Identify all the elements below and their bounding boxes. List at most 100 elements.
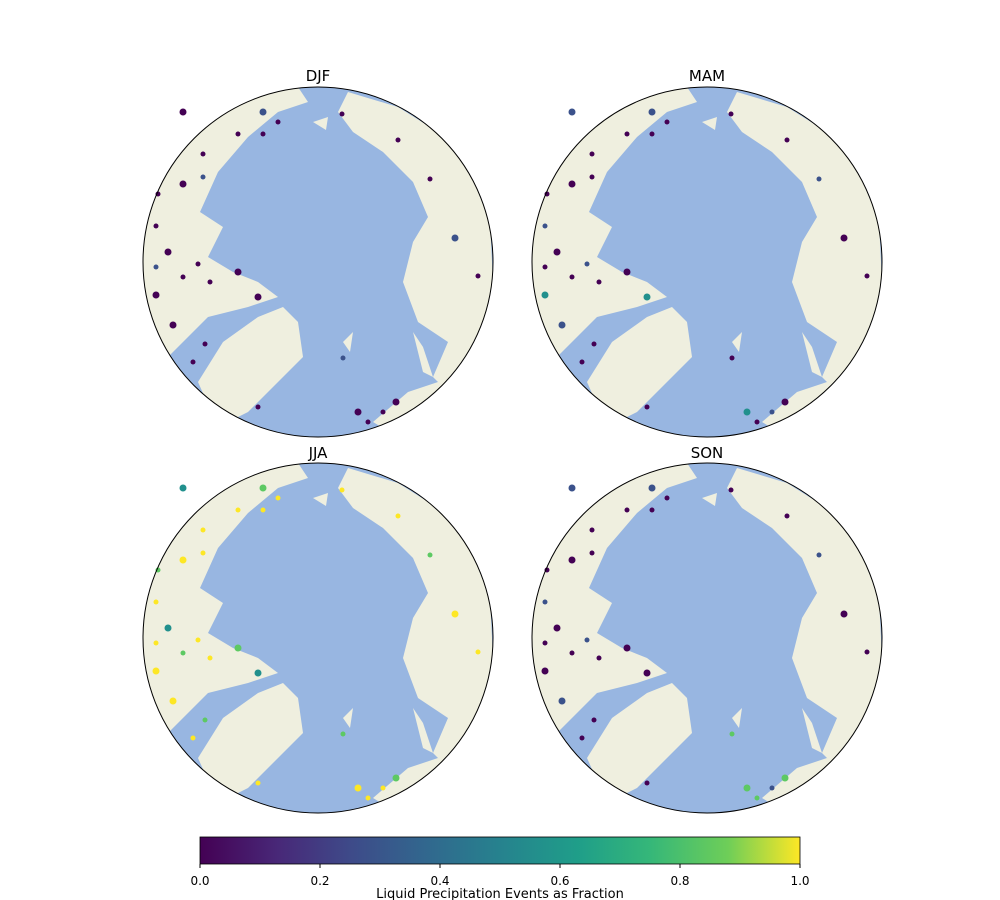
station-marker <box>354 784 362 792</box>
station-marker <box>153 223 159 229</box>
station-marker <box>164 248 172 256</box>
station-marker <box>589 550 595 556</box>
station-marker <box>568 108 576 116</box>
station-marker <box>568 180 576 188</box>
colorbar-label: Liquid Precipitation Events as Fraction <box>376 887 624 900</box>
station-marker <box>569 650 575 656</box>
station-marker <box>202 341 208 347</box>
station-marker <box>584 261 590 267</box>
station-marker <box>542 599 548 605</box>
station-marker <box>649 507 655 513</box>
map-boundary <box>142 462 494 814</box>
station-marker <box>179 180 187 188</box>
colorbar-tick-label: 0.2 <box>310 874 329 888</box>
colorbar: 0.0 0.2 0.4 0.6 0.8 1.0 Liquid Precipitation … <box>190 836 810 900</box>
station-marker <box>195 261 201 267</box>
station-marker <box>729 731 735 737</box>
station-marker <box>743 408 751 416</box>
colorbar-tick-label: 0.0 <box>190 874 209 888</box>
station-marker <box>644 780 650 786</box>
station-marker <box>781 398 789 406</box>
station-marker <box>816 552 822 558</box>
station-marker <box>200 174 206 180</box>
station-marker <box>591 341 597 347</box>
station-marker <box>195 637 201 643</box>
station-marker <box>190 359 196 365</box>
station-marker <box>569 274 575 280</box>
station-marker <box>255 404 261 410</box>
station-marker <box>728 111 734 117</box>
station-marker <box>568 556 576 564</box>
station-marker <box>207 655 213 661</box>
station-marker <box>864 273 870 279</box>
station-marker <box>365 419 371 425</box>
stations <box>152 484 481 801</box>
map-panel-son <box>531 462 883 814</box>
station-marker <box>754 419 760 425</box>
colorbar-tick-label: 0.4 <box>430 874 449 888</box>
station-marker <box>200 527 206 533</box>
station-marker <box>207 279 213 285</box>
station-marker <box>784 137 790 143</box>
station-marker <box>475 273 481 279</box>
station-marker <box>451 610 459 618</box>
station-marker <box>427 176 433 182</box>
station-marker <box>179 484 187 492</box>
station-marker <box>769 409 775 415</box>
panel-title: MAM <box>689 67 725 85</box>
station-marker <box>339 487 345 493</box>
station-marker <box>743 784 751 792</box>
station-marker <box>254 669 262 677</box>
station-marker <box>255 780 261 786</box>
station-marker <box>584 637 590 643</box>
station-marker <box>643 669 651 677</box>
colorbar-tick-label: 0.8 <box>670 874 689 888</box>
station-marker <box>180 274 186 280</box>
station-marker <box>542 264 548 270</box>
station-marker <box>153 599 159 605</box>
map-panel-jja <box>142 462 494 814</box>
station-marker <box>589 174 595 180</box>
station-marker <box>339 111 345 117</box>
station-marker <box>340 355 346 361</box>
station-marker <box>596 655 602 661</box>
station-marker <box>542 640 548 646</box>
station-marker <box>234 268 242 276</box>
station-marker <box>558 321 566 329</box>
station-marker <box>179 108 187 116</box>
station-marker <box>729 355 735 361</box>
station-marker <box>475 649 481 655</box>
station-marker <box>623 644 631 652</box>
station-marker <box>579 735 585 741</box>
station-marker <box>840 234 848 242</box>
station-marker <box>380 785 386 791</box>
station-marker <box>553 248 561 256</box>
map-boundary <box>142 86 494 438</box>
station-marker <box>623 268 631 276</box>
station-marker <box>254 293 262 301</box>
station-marker <box>754 795 760 801</box>
colorbar-gradient <box>199 836 801 865</box>
map-boundary <box>531 462 883 814</box>
station-marker <box>275 495 281 501</box>
station-marker <box>864 649 870 655</box>
station-marker <box>643 293 651 301</box>
panel-title: DJF <box>306 67 331 85</box>
station-marker <box>553 624 561 632</box>
station-marker <box>840 610 848 618</box>
station-marker <box>579 359 585 365</box>
station-marker <box>234 644 242 652</box>
station-marker <box>259 484 267 492</box>
station-marker <box>644 404 650 410</box>
station-marker <box>169 697 177 705</box>
station-marker <box>392 774 400 782</box>
station-marker <box>648 108 656 116</box>
stations <box>541 108 870 425</box>
colorbar-tick-label: 1.0 <box>790 874 809 888</box>
station-marker <box>202 717 208 723</box>
map-boundary <box>531 86 883 438</box>
station-marker <box>664 119 670 125</box>
station-marker <box>568 484 576 492</box>
station-marker <box>190 735 196 741</box>
station-marker <box>648 484 656 492</box>
